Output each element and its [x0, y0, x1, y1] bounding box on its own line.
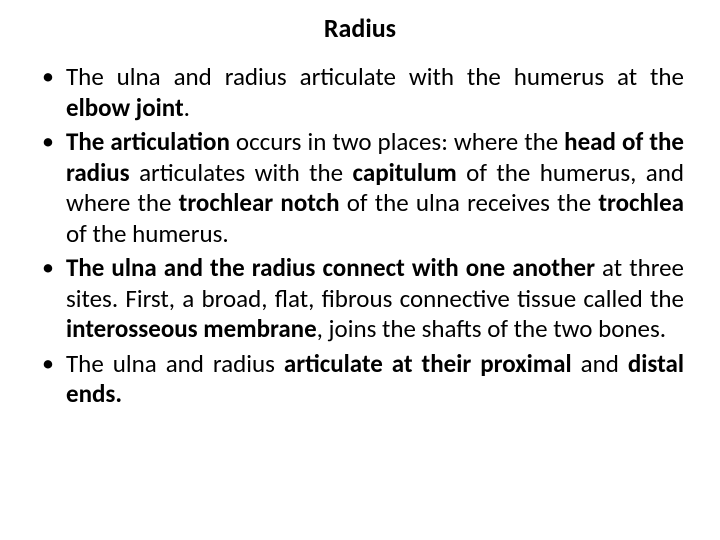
plain-text: The ulna and radius articulate with the … [66, 61, 684, 92]
bold-text: trochlear notch [179, 187, 347, 218]
bullet-item: The ulna and radius articulate at their … [36, 349, 684, 410]
bold-text: articulate at their proximal [284, 348, 581, 379]
bold-text: The articulation [66, 126, 236, 157]
plain-text: of the humerus. [66, 218, 229, 249]
bold-text: interosseous membrane [66, 313, 317, 344]
bullet-list: The ulna and radius articulate with the … [36, 62, 684, 410]
bullet-item: The ulna and the radius connect with one… [36, 253, 684, 345]
bullet-item: The ulna and radius articulate with the … [36, 62, 684, 123]
slide-container: Radius The ulna and radius articulate wi… [0, 0, 720, 540]
plain-text: The ulna and radius [66, 348, 284, 379]
plain-text: . [184, 92, 190, 123]
bullet-item: The articulation occurs in two places: w… [36, 127, 684, 249]
bold-text: capitulum [353, 157, 467, 188]
plain-text: articulates with the [139, 157, 352, 188]
slide-title: Radius [36, 12, 684, 44]
plain-text: occurs in two places: where the [236, 126, 564, 157]
plain-text: , joins the shafts of the two bones. [317, 313, 666, 344]
bold-text: The ulna and the radius connect with one… [66, 252, 602, 283]
plain-text: of the ulna receives the [347, 187, 599, 218]
bold-text: elbow joint [66, 92, 184, 123]
bold-text: trochlea [598, 187, 684, 218]
plain-text: and [581, 348, 628, 379]
